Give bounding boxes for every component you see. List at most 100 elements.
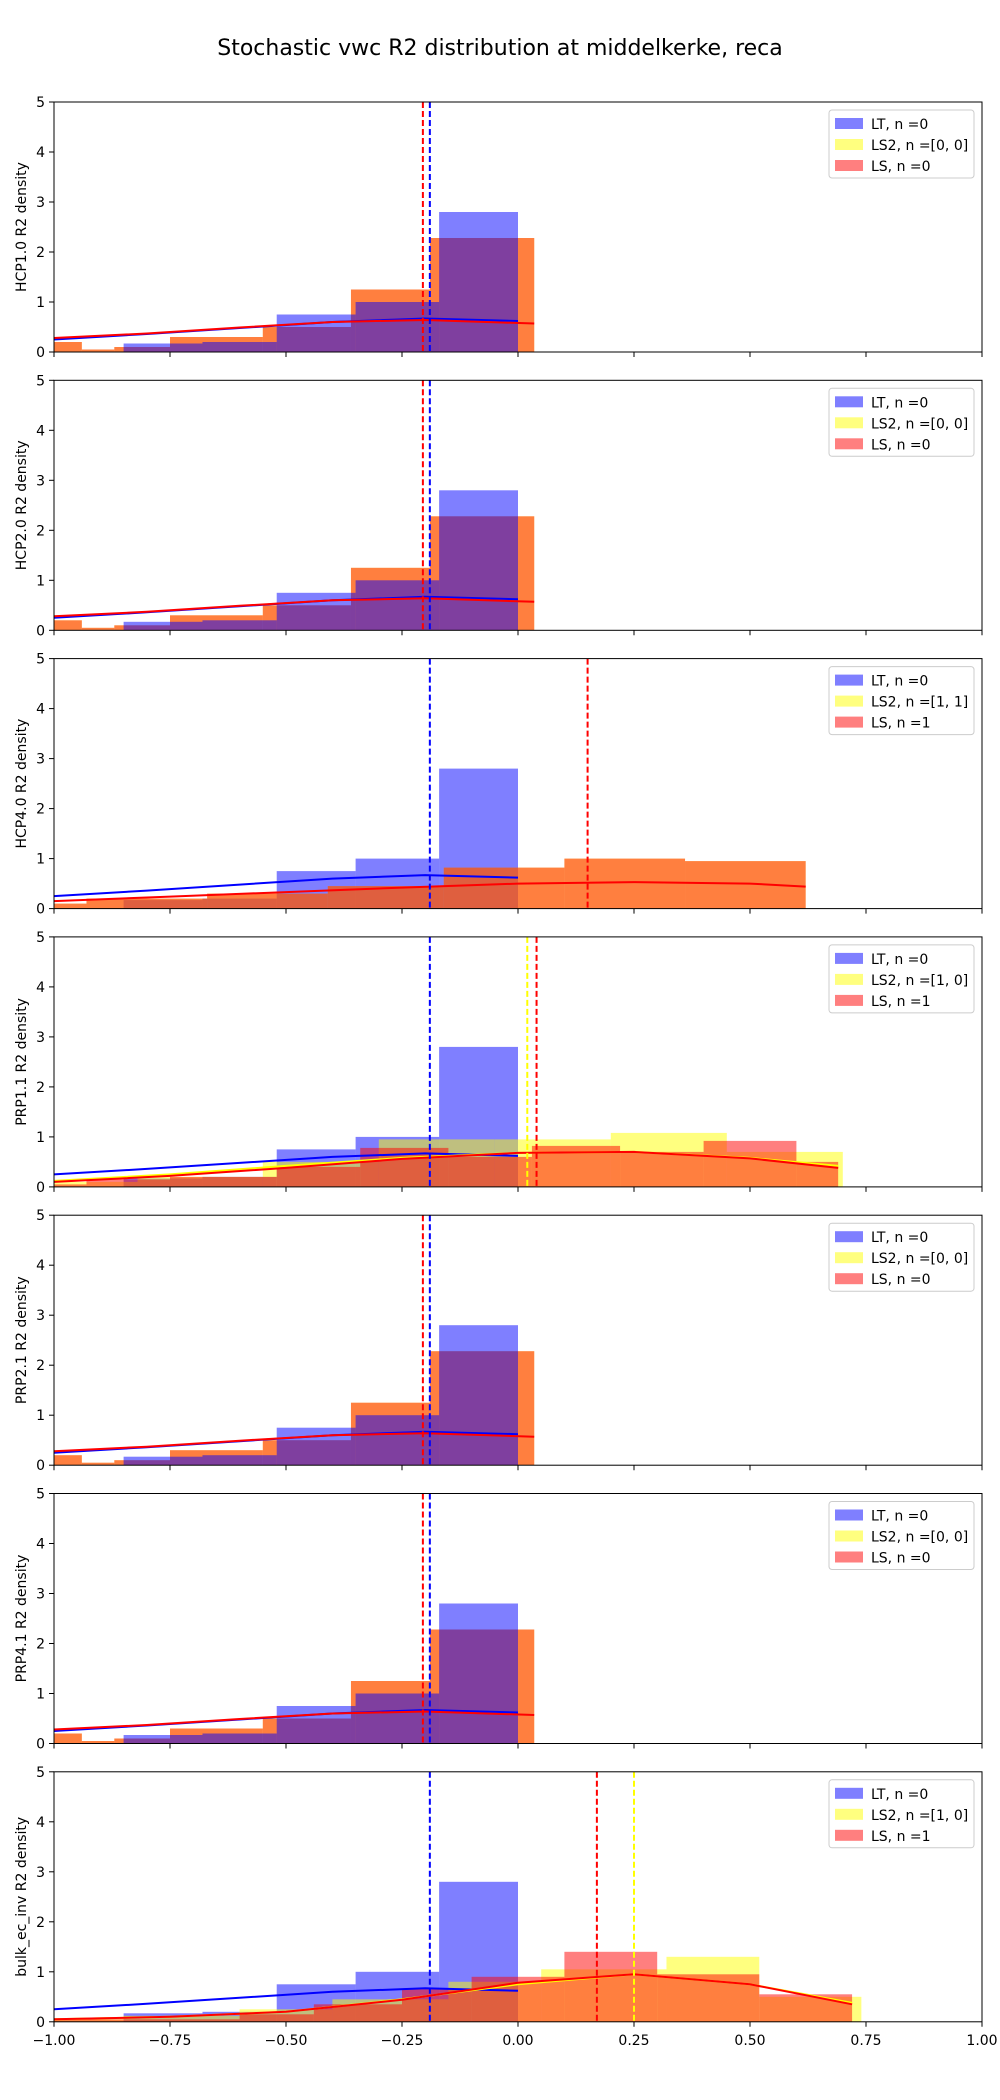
y-tick-label: 5	[36, 652, 45, 668]
legend-swatch-ls2	[835, 417, 863, 429]
bar-lt-4	[276, 314, 356, 352]
kde-line-ls	[53, 597, 535, 618]
y-tick-label: 0	[36, 1180, 45, 1196]
y-axis-label: HCP2.0 R2 density	[14, 440, 30, 570]
y-tick-label: 3	[36, 1587, 45, 1603]
bar-lt-3	[202, 620, 277, 631]
y-axis-label: HCP4.0 R2 density	[14, 719, 30, 849]
panel-5: 0 1 2 3 4 5 PRP2.1 R2 density LT, n =0 LS2, n =[…	[14, 1208, 983, 1474]
y-tick-label: 5	[36, 930, 45, 946]
y-tick-label: 4	[36, 702, 45, 718]
legend-box	[828, 944, 975, 1014]
legend-swatch-ls	[835, 160, 863, 171]
kde-line-ls	[53, 318, 535, 339]
y-tick-label: 1	[36, 1687, 45, 1703]
bar-ls-6	[564, 1951, 658, 2022]
kde-line-ls	[53, 1150, 839, 1183]
x-tick-label: −0.25	[381, 2033, 424, 2049]
x-tick-label: 0.25	[618, 2033, 649, 2049]
y-tick-label: 2	[36, 523, 45, 539]
kde-line-ls	[53, 1710, 535, 1731]
bar-lt-5	[355, 580, 440, 631]
legend-label-lt: LT, n =0	[871, 117, 928, 133]
y-tick-label: 3	[36, 1030, 45, 1046]
y-tick-label: 4	[36, 1258, 45, 1274]
y-axis-label: PRP1.1 R2 density	[14, 998, 30, 1126]
bar-ls-2	[81, 627, 115, 631]
bar-ls-3	[170, 1176, 277, 1187]
bar-ls-2	[86, 1179, 170, 1187]
bar-lt-5	[355, 302, 440, 352]
bar-lt-4	[276, 1706, 356, 1744]
legend-label-ls: LS, n =0	[871, 437, 931, 453]
y-tick-label: 5	[36, 373, 45, 389]
legend-swatch-ls	[835, 1829, 863, 1841]
y-tick-label: 0	[36, 1737, 45, 1753]
legend-label-ls: LS, n =0	[871, 1551, 931, 1567]
y-tick-label: 3	[36, 1308, 45, 1324]
y-tick-label: 1	[36, 295, 45, 311]
bar-ls-2	[239, 2014, 314, 2022]
bar-ls-3	[207, 893, 328, 909]
y-tick-label: 1	[36, 1130, 45, 1146]
legend-swatch-ls	[835, 1551, 863, 1563]
kde-line-lt	[53, 874, 519, 898]
y-axis-label: HCP1.0 R2 density	[14, 162, 30, 292]
legend-label-ls: LS, n =1	[871, 994, 931, 1010]
legend: LT, n =0 LS2, n =[1, 0] LS, n =1	[828, 944, 975, 1014]
bar-lt-4	[276, 1427, 356, 1466]
legend-swatch-lt	[835, 952, 863, 964]
legend: LT, n =0 LS2, n =[0, 0] LS, n =0	[828, 1222, 975, 1292]
legend-swatch-ls	[835, 438, 863, 450]
legend-swatch-ls2	[835, 973, 863, 985]
kde-line-ls	[53, 881, 806, 903]
bar-ls-1	[54, 2019, 240, 2022]
bar-ls-1	[54, 1184, 87, 1187]
legend-swatch-ls	[835, 1273, 863, 1285]
y-tick-label: 0	[36, 345, 45, 361]
y-tick-label: 2	[36, 802, 45, 818]
bar-lt-5	[355, 1693, 440, 1744]
bar-ls-1	[54, 620, 82, 631]
y-axis-label: PRP4.1 R2 density	[14, 1555, 30, 1683]
bar-ls-2	[81, 1462, 115, 1466]
legend: LT, n =0 LS2, n =[1, 1] LS, n =1	[828, 666, 975, 736]
legend-label-lt: LT, n =0	[871, 1787, 928, 1803]
panel-1: 0 1 2 3 4 5 HCP1.0 R2 density LT, n =0 LS2, n =[…	[14, 95, 983, 361]
legend-box	[828, 666, 975, 736]
legend-box	[828, 1222, 975, 1292]
bar-lt-6	[439, 212, 518, 352]
legend-label-ls2: LS2, n =[0, 0]	[871, 1530, 968, 1546]
legend-label-ls: LS, n =1	[871, 716, 931, 732]
kde-line-lt	[53, 1987, 519, 2011]
y-tick-label: 4	[36, 1537, 45, 1553]
bar-ls-2	[81, 349, 115, 352]
y-tick-label: 3	[36, 195, 45, 211]
y-tick-label: 2	[36, 1080, 45, 1096]
y-tick-label: 0	[36, 902, 45, 918]
bar-ls-9	[703, 1140, 797, 1187]
legend-label-lt: LT, n =0	[871, 674, 928, 690]
bar-lt-6	[439, 490, 518, 631]
legend-label-ls: LS, n =1	[871, 1829, 931, 1845]
legend: LT, n =0 LS2, n =[0, 0] LS, n =0	[828, 109, 975, 179]
y-tick-label: 1	[36, 1965, 45, 1981]
bar-lt-2	[123, 1456, 203, 1466]
legend-swatch-ls	[835, 994, 863, 1006]
x-tick-label: 0.00	[502, 2033, 533, 2049]
y-tick-label: 2	[36, 1358, 45, 1374]
bar-lt-3	[202, 342, 277, 352]
legend-swatch-lt	[835, 1231, 863, 1243]
legend-swatch-lt	[835, 1509, 863, 1521]
y-tick-label: 2	[36, 245, 45, 261]
legend-label-ls2: LS2, n =[0, 0]	[871, 416, 968, 432]
legend-label-ls: LS, n =0	[871, 1272, 931, 1288]
y-tick-label: 0	[36, 623, 45, 639]
bar-ls-6	[448, 1156, 532, 1187]
legend-box	[828, 1779, 975, 1849]
legend-box	[828, 109, 975, 179]
legend: LT, n =0 LS2, n =[0, 0] LS, n =0	[828, 387, 975, 457]
legend-swatch-lt	[835, 1787, 863, 1799]
bar-lt-6	[439, 1325, 518, 1466]
